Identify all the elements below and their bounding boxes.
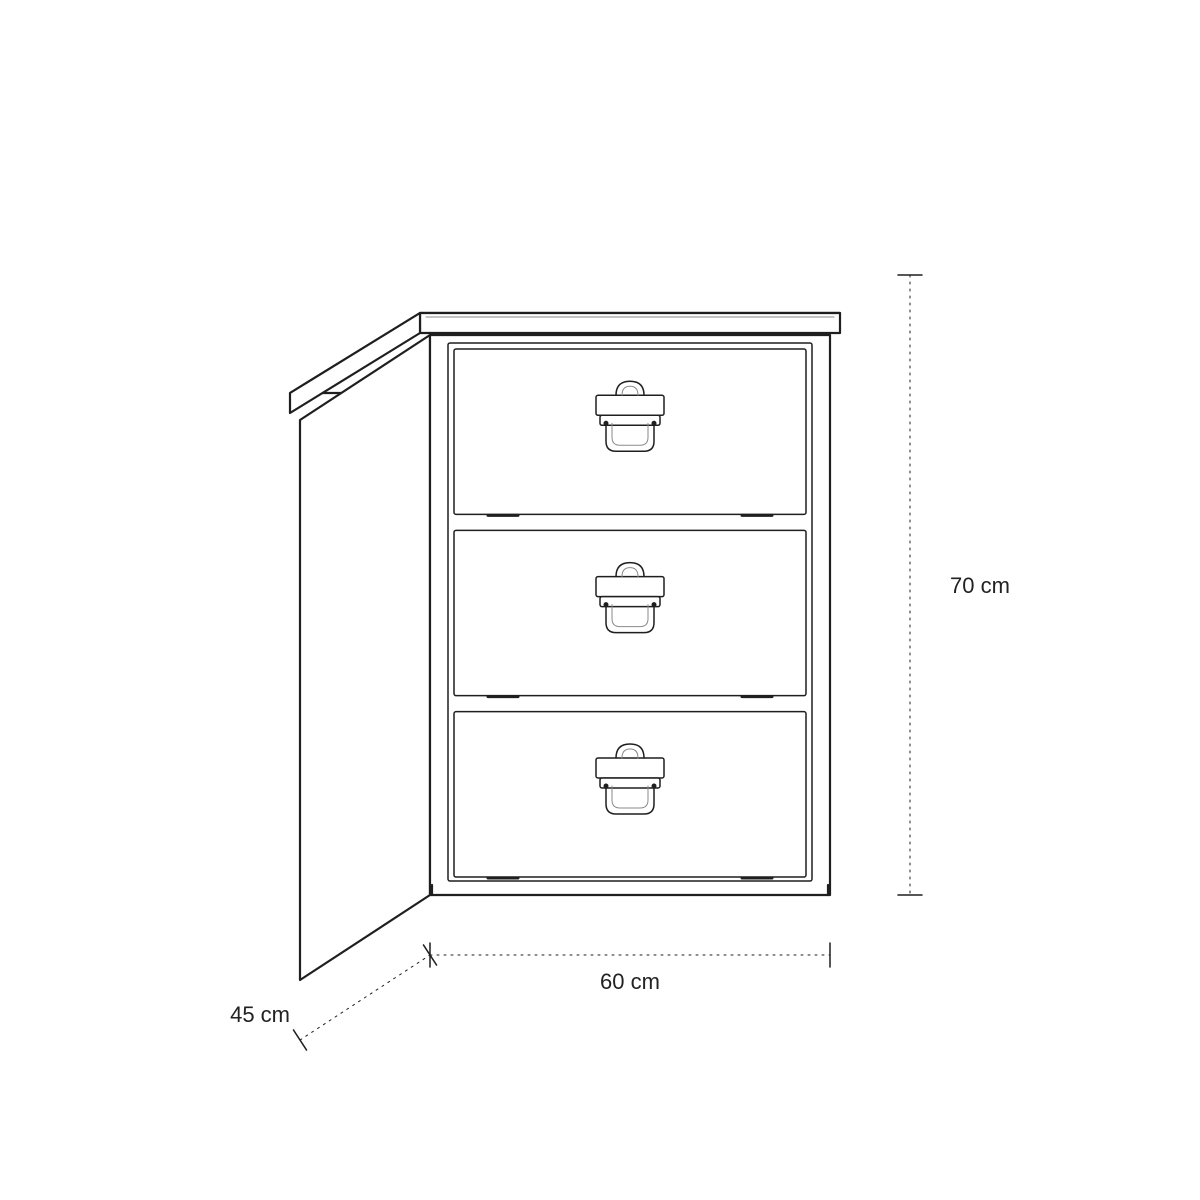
drawer-1 [454, 349, 806, 515]
drawer-2 [454, 530, 806, 696]
dimension-label-height: 70 cm [950, 573, 1010, 598]
dimension-label-width: 60 cm [600, 969, 660, 994]
cabinet-dimension-diagram: 70 cm 60 cm 45 cm [0, 0, 1200, 1200]
dimension-label-depth: 45 cm [230, 1002, 290, 1027]
drawer-3 [454, 712, 806, 878]
